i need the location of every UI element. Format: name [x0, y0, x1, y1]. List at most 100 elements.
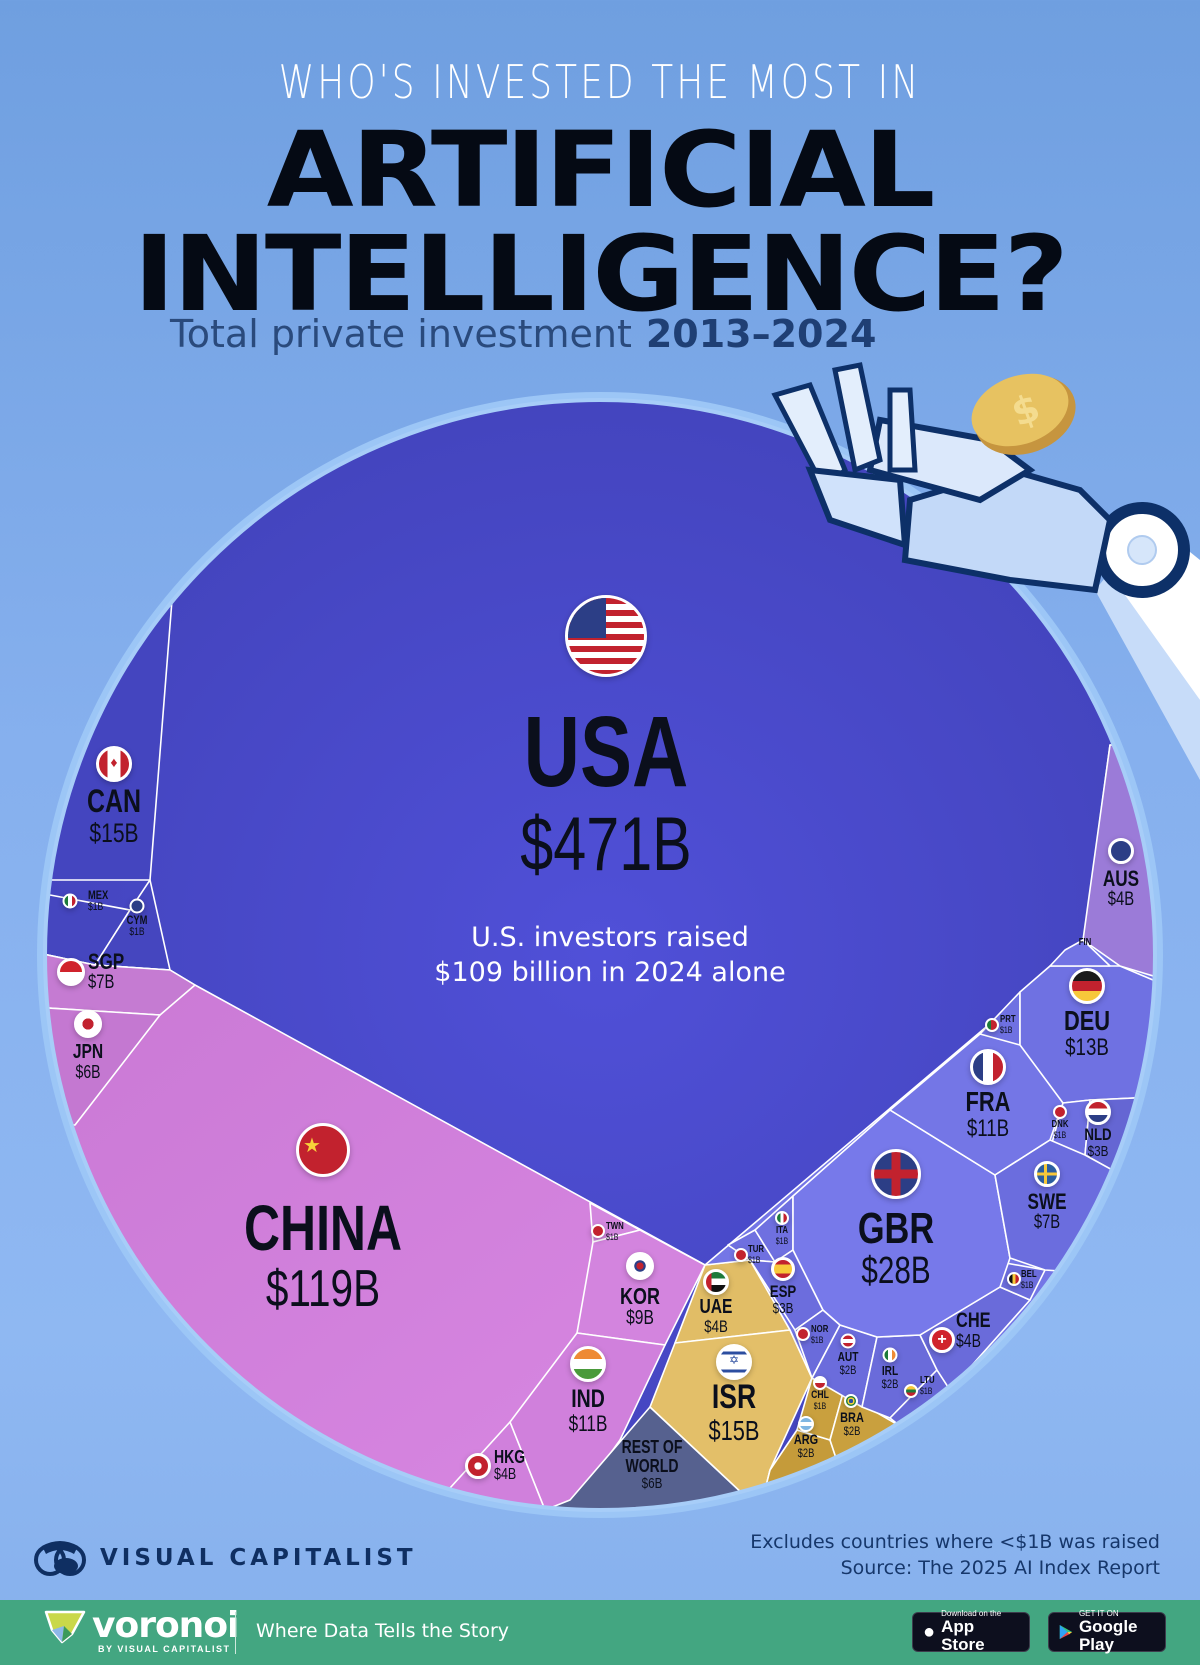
- pre-title: WHO'S INVESTED THE MOST IN: [278, 55, 922, 109]
- flag-aus-icon: [1108, 838, 1134, 864]
- flag-dnk-icon: [1053, 1105, 1067, 1119]
- label-deu: DEU $13B: [1057, 1006, 1116, 1061]
- country-code: USA: [523, 696, 689, 808]
- country-value: $11B: [966, 1115, 1010, 1143]
- flag-nld-icon: [1085, 1099, 1111, 1125]
- country-code: TUR: [748, 1244, 765, 1255]
- country-code: TWN: [606, 1221, 624, 1232]
- country-code: CHINA: [243, 1192, 403, 1264]
- flag-deu-icon: [1069, 968, 1105, 1004]
- country-value: $1B: [1021, 1279, 1034, 1290]
- country-value: $7B: [88, 972, 115, 994]
- label-fin: FIN: [1077, 937, 1093, 949]
- country-code: BRA: [840, 1409, 864, 1425]
- country-code: NLD: [1084, 1125, 1112, 1144]
- flag-aut-icon: [840, 1333, 856, 1349]
- flag-can-icon: ♦: [96, 746, 132, 782]
- app-store-button[interactable]: ● Download on the App Store: [912, 1610, 1030, 1653]
- country-code: GBR: [857, 1204, 935, 1253]
- label-hkg: HKG $4B: [494, 1448, 534, 1484]
- region-aus[interactable]: [1082, 744, 1200, 991]
- country-value: $2B: [843, 1423, 861, 1438]
- label-jpn: JPN $6B: [69, 1042, 108, 1082]
- country-value: $1B: [920, 1385, 933, 1396]
- country-value: $471B: [520, 802, 692, 887]
- label-prt: PRT $1B: [1000, 1014, 1020, 1035]
- country-code: IND: [571, 1385, 605, 1413]
- flag-jpn-icon: [74, 1010, 102, 1038]
- label-esp: ESP $3B: [766, 1283, 800, 1317]
- country-code: CHL: [811, 1389, 829, 1401]
- country-value: $1B: [748, 1254, 761, 1265]
- label-nor: NOR $1B: [811, 1324, 833, 1345]
- country-value: $1B: [129, 925, 145, 938]
- label-uae: UAE $4B: [695, 1297, 737, 1336]
- country-code: ARG: [793, 1431, 819, 1447]
- country-value: $4B: [494, 1465, 517, 1483]
- label-swe: SWE $7B: [1022, 1190, 1072, 1233]
- visual-capitalist-logo[interactable]: VISUAL CAPITALIST: [34, 1538, 417, 1578]
- label-mex: MEX $1B: [88, 889, 114, 913]
- country-value: $1B: [813, 1400, 827, 1411]
- source-text: Source: The 2025 AI Index Report: [840, 1556, 1160, 1579]
- country-value: $1B: [1053, 1129, 1067, 1140]
- label-bel: BEL $1B: [1021, 1269, 1041, 1290]
- region-sgp[interactable]: [0, 944, 196, 1016]
- country-value: $4B: [1107, 889, 1135, 911]
- label-chl: CHL $1B: [809, 1389, 832, 1411]
- country-value: $1B: [811, 1334, 824, 1345]
- country-code: AUS: [1102, 866, 1140, 891]
- country-code: CHE: [956, 1309, 991, 1332]
- label-ind: IND $11B: [563, 1385, 613, 1436]
- country-code: CYM: [126, 913, 148, 927]
- google-play-button[interactable]: GET IT ON Google Play: [1048, 1609, 1166, 1653]
- voronoi-logo[interactable]: voronoi: [44, 1608, 239, 1644]
- voronoi-subtext: BY VISUAL CAPITALIST: [98, 1644, 231, 1654]
- country-code: ISR: [711, 1378, 757, 1416]
- flag-hkg-icon: [465, 1453, 491, 1479]
- country-code: MEX: [88, 888, 109, 902]
- country-code: KOR: [620, 1283, 660, 1309]
- flag-ltu-icon: [904, 1384, 918, 1398]
- country-value: $1B: [606, 1231, 619, 1242]
- country-code: AUT: [837, 1349, 859, 1364]
- title-line-1: ARTIFICIAL: [266, 109, 936, 231]
- country-value: $3B: [1087, 1142, 1109, 1160]
- flag-tur-icon: [734, 1248, 748, 1262]
- label-twn: TWN $1B: [606, 1221, 629, 1242]
- callout-line-1: U.S. investors raised: [471, 922, 749, 953]
- region-fin[interactable]: [1049, 939, 1111, 967]
- label-arg: ARG $2B: [790, 1432, 821, 1459]
- flag-kor-icon: [626, 1252, 654, 1280]
- label-kor: KOR $9B: [614, 1284, 665, 1329]
- google-small: GET IT ON: [1078, 1609, 1119, 1619]
- flag-irl-icon: [882, 1347, 898, 1363]
- country-value: $119B: [265, 1260, 381, 1319]
- visual-capitalist-icon: [34, 1541, 86, 1576]
- flag-usa-icon: [565, 595, 647, 677]
- country-code: PRT: [1000, 1014, 1016, 1025]
- region-kor[interactable]: [576, 1229, 706, 1346]
- flag-ita-icon: [775, 1211, 789, 1225]
- label-ltu: LTU $1B: [920, 1375, 939, 1396]
- flag-esp-icon: [771, 1257, 795, 1281]
- country-code: LTU: [920, 1375, 935, 1386]
- label-irl: IRL $2B: [879, 1364, 900, 1390]
- tagline: Where Data Tells the Story: [256, 1620, 510, 1642]
- flag-gbr-icon: [871, 1149, 921, 1199]
- country-value: $7B: [1033, 1212, 1061, 1234]
- country-value: $1B: [775, 1235, 789, 1246]
- voronoi-icon: [44, 1610, 86, 1644]
- robot-hand-illustration: $: [771, 362, 1200, 780]
- country-value: $3B: [772, 1299, 794, 1317]
- flag-che-icon: +: [929, 1327, 955, 1353]
- footer-bar: voronoi BY VISUAL CAPITALIST Where Data …: [0, 1600, 1200, 1665]
- apple-icon: ●: [923, 1620, 936, 1643]
- country-code: REST OF WORLD: [621, 1437, 683, 1476]
- region-jpn[interactable]: [0, 1004, 161, 1126]
- label-aut: AUT $2B: [835, 1350, 862, 1376]
- subtitle-years: 2013–2024: [645, 312, 877, 356]
- country-code: DNK: [1051, 1119, 1069, 1130]
- country-value: $15B: [708, 1414, 760, 1446]
- label-che: CHE $4B: [956, 1309, 1000, 1351]
